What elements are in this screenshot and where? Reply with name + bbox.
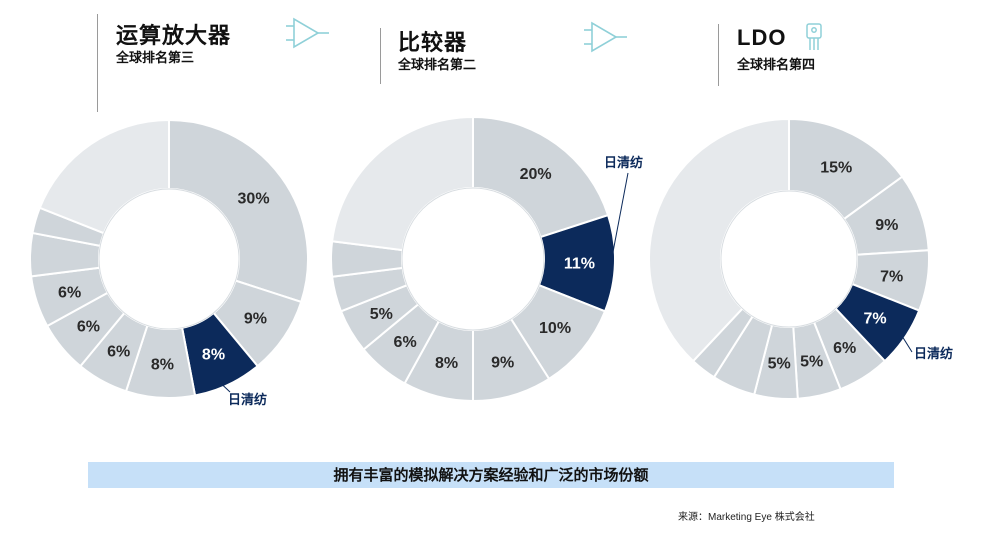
donut-3-label-6: 5% xyxy=(800,353,823,370)
donut-3-label-5: 6% xyxy=(833,340,856,357)
donut-1-label-6: 6% xyxy=(77,319,100,336)
regulator-icon xyxy=(806,23,822,50)
donut-1-label-7: 6% xyxy=(58,284,81,301)
header-subtitle-ldo: 全球排名第四 xyxy=(737,58,816,73)
header-title-ldo: LDO xyxy=(737,25,787,50)
header-title-comparator: 比较器 xyxy=(398,31,468,56)
donut-3-label-1: 15% xyxy=(820,159,852,176)
header-divider-2 xyxy=(380,28,381,84)
donut-3-label-2: 9% xyxy=(875,217,898,234)
header-divider-1 xyxy=(97,14,98,112)
source-note: 来源：Marketing Eye 株式会社 xyxy=(678,512,815,523)
donut-2-label-5: 8% xyxy=(435,355,458,372)
donut-1-label-1: 30% xyxy=(238,191,270,208)
donut-1-label-4: 8% xyxy=(151,356,174,373)
donut-2-label-6: 6% xyxy=(394,334,417,351)
donut-1-label-2: 9% xyxy=(244,311,267,328)
donut-3-label-3: 7% xyxy=(880,268,903,285)
header-subtitle-opamp: 全球排名第三 xyxy=(116,51,195,66)
donut-1-label-5: 6% xyxy=(107,344,130,361)
donut-2-label-3: 10% xyxy=(539,320,571,337)
donut-2-label-4: 9% xyxy=(491,354,514,371)
donut-3-hole xyxy=(720,190,858,328)
donut-2-hole xyxy=(401,187,545,331)
donut-3-label-4: 7% xyxy=(863,310,886,327)
donut-2-annotation-leader xyxy=(612,172,629,253)
donut-1-label-3: 8% xyxy=(202,347,225,364)
donut-3-annotation: 日清纺 xyxy=(914,346,953,362)
op-amp-icon xyxy=(286,17,329,49)
header-title-opamp: 运算放大器 xyxy=(116,24,232,49)
donut-2-label-1: 20% xyxy=(520,166,552,183)
header-subtitle-comparator: 全球排名第二 xyxy=(398,58,477,73)
header-divider-3 xyxy=(718,24,719,86)
donut-3-label-7: 5% xyxy=(768,356,791,373)
donut-2-label-2: 11% xyxy=(564,255,595,272)
donut-3-annotation-leader xyxy=(901,335,913,353)
donut-1-annotation: 日清纺 xyxy=(228,392,267,408)
donut-2-annotation: 日清纺 xyxy=(604,155,643,171)
donut-2-label-7: 5% xyxy=(370,306,393,323)
donut-1-hole xyxy=(98,188,240,330)
donut-1-annotation-leader xyxy=(211,374,231,393)
comparator-icon xyxy=(584,21,627,53)
summary-banner: 拥有丰富的模拟解决方案经验和广泛的市场份额 xyxy=(88,462,894,488)
